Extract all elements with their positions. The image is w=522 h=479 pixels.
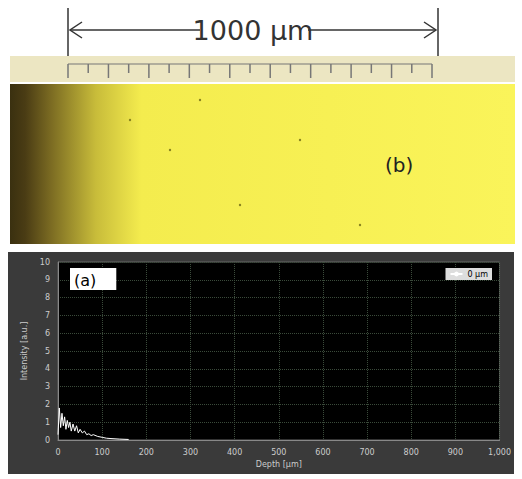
- svg-text:(b): (b): [385, 153, 413, 177]
- svg-text:200: 200: [139, 448, 154, 457]
- svg-text:300: 300: [183, 448, 198, 457]
- svg-text:7: 7: [45, 311, 50, 320]
- svg-text:100: 100: [95, 448, 110, 457]
- svg-text:Depth [µm]: Depth [µm]: [256, 460, 302, 469]
- svg-text:4: 4: [45, 364, 50, 373]
- svg-text:0: 0: [55, 448, 60, 457]
- svg-text:1: 1: [45, 418, 50, 427]
- svg-text:600: 600: [315, 448, 330, 457]
- svg-text:6: 6: [45, 329, 50, 338]
- svg-text:700: 700: [359, 448, 374, 457]
- svg-text:800: 800: [404, 448, 419, 457]
- svg-text:900: 900: [448, 448, 463, 457]
- svg-text:0 µm: 0 µm: [467, 270, 488, 279]
- svg-text:500: 500: [271, 448, 286, 457]
- svg-text:3: 3: [45, 382, 50, 391]
- svg-text:400: 400: [227, 448, 242, 457]
- svg-text:5: 5: [45, 347, 50, 356]
- svg-text:1,000: 1,000: [488, 448, 511, 457]
- svg-text:(a): (a): [74, 271, 96, 290]
- svg-text:9: 9: [45, 275, 50, 284]
- svg-text:10: 10: [40, 258, 50, 267]
- svg-text:Intensity [a.u.]: Intensity [a.u.]: [20, 322, 29, 381]
- svg-text:8: 8: [45, 293, 50, 302]
- svg-text:0: 0: [45, 436, 50, 445]
- svg-text:1000 µm: 1000 µm: [193, 15, 314, 46]
- svg-text:2: 2: [45, 400, 50, 409]
